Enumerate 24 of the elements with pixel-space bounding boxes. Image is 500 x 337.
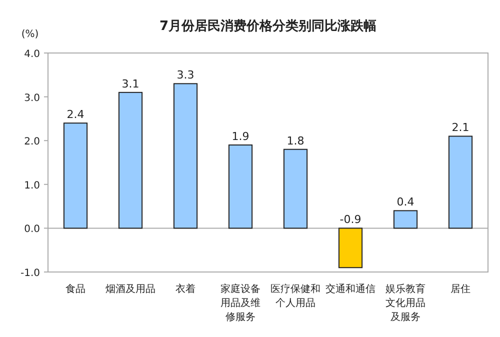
data-label: 1.9	[232, 130, 250, 143]
data-label: 3.3	[176, 68, 194, 82]
chart-title: 7月份居民消费价格分类别同比涨跌幅	[159, 19, 377, 34]
x-tick-label: 烟酒及用品	[106, 283, 156, 295]
y-tick-label: 0.0	[24, 224, 40, 236]
y-tick-label: 1.0	[24, 180, 40, 192]
data-label: 1.8	[286, 134, 304, 148]
x-tick-label: 家庭设备用品及维修服务	[220, 283, 260, 323]
data-label: 3.1	[122, 77, 140, 90]
y-tick-label: -1.0	[20, 268, 40, 279]
x-tick-label: 娱乐教育文化用品及服务	[386, 283, 426, 323]
x-tick-label: 医疗保健和个人用品	[270, 283, 320, 309]
x-tick-label: 交通和通信	[326, 283, 376, 295]
y-tick-label: 3.0	[24, 92, 40, 104]
x-tick-label: 居住	[450, 284, 470, 295]
data-label: 2.4	[66, 108, 84, 122]
y-tick-label: 2.0	[24, 136, 40, 148]
x-tick-label: 衣着	[176, 283, 196, 295]
data-label: -0.9	[340, 213, 362, 226]
y-tick-label: 4.0	[24, 49, 40, 60]
data-label: 2.1	[452, 121, 470, 134]
data-label: 0.4	[396, 196, 414, 209]
y-axis-title: (%)	[21, 29, 39, 40]
x-tick-label: 食品	[66, 283, 86, 295]
